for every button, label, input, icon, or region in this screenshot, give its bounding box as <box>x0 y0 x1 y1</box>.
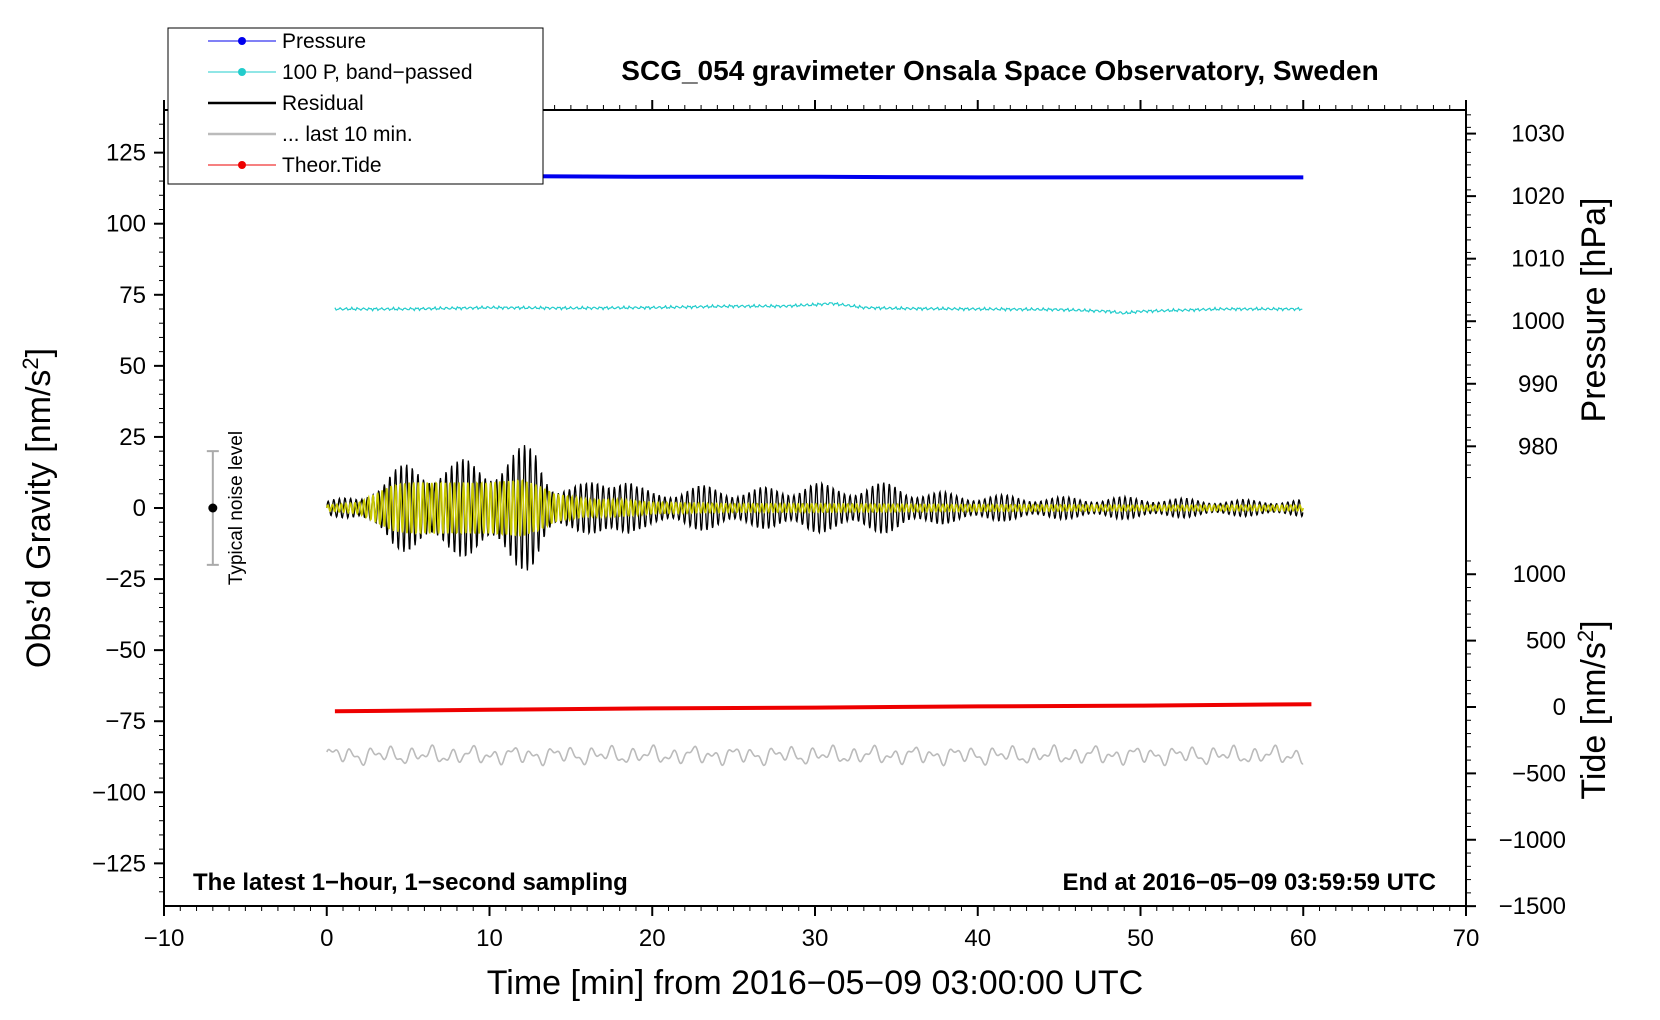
x-axis-title: Time [min] from 2016−05−09 03:00:00 UTC <box>487 964 1143 1002</box>
legend-label: Residual <box>282 92 364 115</box>
x-tick-label: −10 <box>144 925 185 952</box>
band-passed-residual-line <box>326 478 1304 537</box>
tide-tick-label: −1500 <box>1499 893 1566 920</box>
tide-tick-label: 0 <box>1553 694 1566 721</box>
y-tick-label: 50 <box>119 353 146 380</box>
end-time-note: End at 2016−05−09 03:59:59 UTC <box>1062 869 1436 896</box>
pressure-tick-label: 1010 <box>1511 246 1564 273</box>
y-axis-tide-title-sup: 2 <box>1573 630 1598 642</box>
sampling-note: The latest 1−hour, 1−second sampling <box>193 869 628 896</box>
tide-tick-label: −500 <box>1512 760 1566 787</box>
legend-label: Pressure <box>282 30 366 53</box>
legend: Pressure 100 P, band−passed Residual ... la… <box>167 27 544 185</box>
y-tick-label: 125 <box>106 140 146 167</box>
y-tick-label: −50 <box>105 637 146 664</box>
y-axis-tide-title-close: ] <box>1575 620 1613 629</box>
y-tick-label: 75 <box>119 282 146 309</box>
legend-label: Theor.Tide <box>282 154 382 177</box>
x-tick-label: 70 <box>1453 925 1480 952</box>
y-axis-left-title-sup: 2 <box>18 357 43 369</box>
noise-level-marker: Typical noise level <box>206 431 247 585</box>
x-tick-label: 20 <box>639 925 666 952</box>
tide-tick-label: −1000 <box>1499 827 1566 854</box>
y-axis-tide-title: Tide [nm/s2] <box>1573 620 1614 799</box>
x-tick-label: 50 <box>1127 925 1154 952</box>
last-10-min-line <box>326 744 1304 767</box>
x-tick-label: 60 <box>1290 925 1317 952</box>
y-tick-label: 0 <box>133 495 146 522</box>
x-tick-label: 0 <box>320 925 333 952</box>
y-tick-label: −25 <box>105 566 146 593</box>
x-tick-label: 40 <box>964 925 991 952</box>
y-axis-pressure-title: Pressure [hPa] <box>1575 198 1613 423</box>
y-axis-left-title-close: ] <box>20 348 58 357</box>
x-tick-label: 10 <box>476 925 503 952</box>
legend-items: Pressure 100 P, band−passed Residual ... la… <box>208 30 473 177</box>
legend-swatch-marker <box>238 68 246 76</box>
legend-swatch-marker <box>238 161 246 169</box>
y-axis-tide-title-main: Tide [nm/s <box>1575 642 1613 799</box>
theoretical-tide-line <box>334 702 1312 714</box>
pressure-tick-label: 1030 <box>1511 121 1564 148</box>
chart-title: SCG_054 gravimeter Onsala Space Observat… <box>621 55 1378 86</box>
legend-label: 100 P, band−passed <box>282 61 473 84</box>
series-layer <box>326 174 1312 767</box>
y-tick-label: −75 <box>105 708 146 735</box>
pressure-tick-label: 990 <box>1518 371 1558 398</box>
tide-tick-label: 1000 <box>1513 561 1566 588</box>
legend-box <box>167 27 544 185</box>
y-tick-label: 25 <box>119 424 146 451</box>
y-axis-left-title-main: Obs’d Gravity [nm/s <box>20 370 58 669</box>
pressure-tick-label: 1020 <box>1511 183 1564 210</box>
tide-tick-label: 500 <box>1526 628 1566 655</box>
x-tick-label: 30 <box>802 925 829 952</box>
pressure-tick-label: 980 <box>1518 433 1558 460</box>
band-passed-pressure-line <box>334 301 1303 315</box>
y-tick-label: −100 <box>92 779 146 806</box>
y-axis-left-title: Obs’d Gravity [nm/s2] <box>18 348 59 668</box>
legend-label: ... last 10 min. <box>282 123 413 146</box>
axes-layer: −10 0 10 20 30 40 50 60 701251007550250−25−50−75… <box>92 100 1566 952</box>
legend-swatch-marker <box>238 37 246 45</box>
pressure-tick-label: 1000 <box>1511 308 1564 335</box>
y-tick-label: −125 <box>92 850 146 877</box>
y-tick-label: 100 <box>106 211 146 238</box>
noise-level-dot <box>208 503 218 513</box>
noise-level-label: Typical noise level <box>226 431 247 585</box>
